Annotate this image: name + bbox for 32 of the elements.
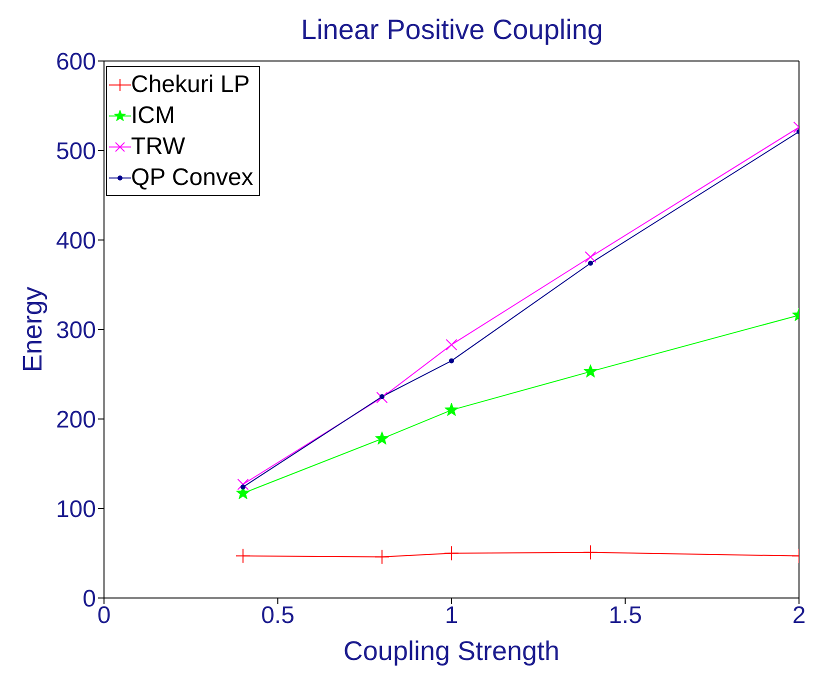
point — [237, 478, 249, 490]
point — [375, 431, 389, 445]
x-tick-label: 1 — [444, 602, 458, 630]
x-tick-label: 2 — [792, 602, 806, 630]
point — [584, 251, 596, 263]
y-tick-label: 500 — [56, 138, 96, 166]
legend-label: ICM — [131, 102, 175, 130]
point — [240, 484, 246, 490]
point — [588, 260, 593, 266]
point — [583, 544, 598, 560]
legend-label: TRW — [131, 132, 186, 160]
point — [446, 338, 458, 350]
y-tick-label: 300 — [56, 317, 96, 344]
y-tick-label: 600 — [56, 48, 96, 76]
point — [444, 402, 458, 416]
point — [380, 394, 384, 400]
x-axis-title: Coupling Strength — [343, 636, 560, 666]
point — [236, 548, 250, 564]
point — [444, 546, 459, 561]
x-tick-label: 0.5 — [261, 602, 294, 630]
y-tick-label: 200 — [56, 406, 96, 434]
x-tick-label: 1.5 — [608, 602, 642, 630]
point — [449, 358, 454, 364]
legend-label: QP Convex — [131, 164, 254, 192]
point — [374, 549, 390, 564]
chart-title: Linear Positive Coupling — [300, 14, 604, 46]
y-axis-title: Energy — [18, 286, 48, 372]
point — [376, 392, 388, 404]
y-tick-label: 400 — [56, 228, 96, 255]
y-tick-label: 100 — [56, 496, 96, 524]
legend-label: Chekuri LP — [131, 70, 250, 98]
point — [584, 364, 598, 378]
